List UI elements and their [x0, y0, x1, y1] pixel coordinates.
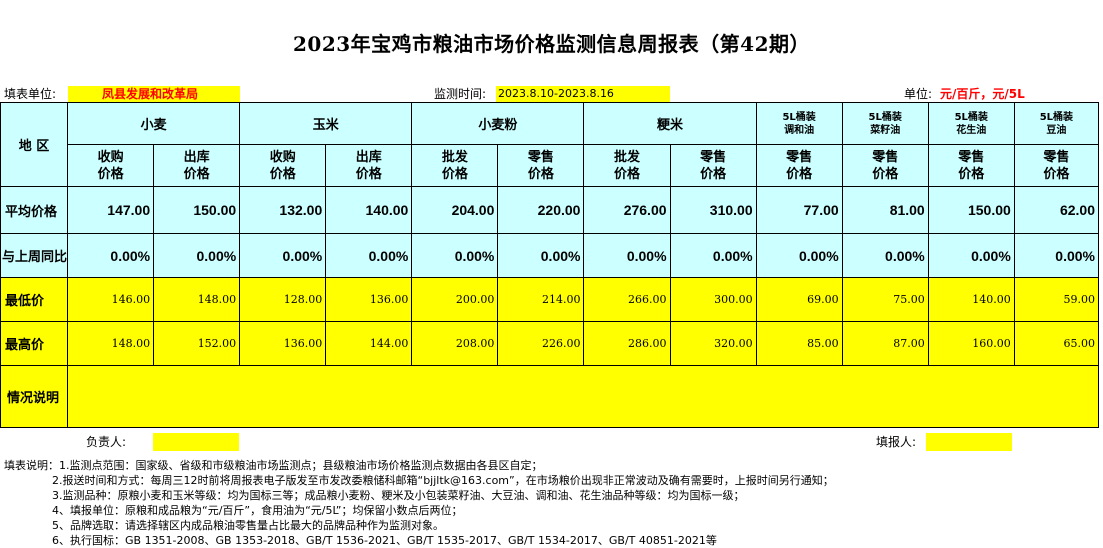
price-cell: 0.00%	[841, 233, 929, 278]
price-cell: 152.00	[153, 321, 241, 366]
instruction-line: 2.报送时间和方式：每周三12时前将周报表电子版发至市发改委粮储科邮箱“bjjl…	[52, 474, 834, 487]
price-cell: 266.00	[583, 277, 671, 322]
price-cell: 276.00	[583, 186, 671, 234]
price-cell: 85.00	[755, 321, 843, 366]
price-cell: 150.00	[153, 186, 241, 234]
remarks-field[interactable]	[67, 365, 1099, 428]
subheader-cell: 零售 价格	[1013, 144, 1100, 187]
group-peanut-oil: 5L桶装 花生油	[927, 102, 1015, 145]
responsible-label: 负责人:	[86, 435, 127, 449]
price-cell: 300.00	[669, 277, 757, 322]
price-cell: 59.00	[1013, 277, 1100, 322]
price-cell: 226.00	[497, 321, 585, 366]
min-row: 最低价 146.00 148.00 128.00 136.00 200.00 214.00 2…	[0, 277, 1100, 322]
region-header: 地 区	[0, 102, 69, 187]
subheader-cell: 收购 价格	[67, 144, 155, 187]
instruction-line: 3.监测品种：原粮小麦和玉米等级：均为国标三等；成品粮小麦粉、粳米及小包装菜籽油…	[52, 489, 745, 502]
price-cell: 320.00	[669, 321, 757, 366]
price-cell: 148.00	[67, 321, 155, 366]
row-label: 最高价	[0, 321, 69, 366]
price-cell: 87.00	[841, 321, 929, 366]
subheader-cell: 出库 价格	[153, 144, 241, 187]
price-cell: 0.00%	[669, 233, 757, 278]
price-cell: 0.00%	[325, 233, 413, 278]
group-soybean-oil: 5L桶装 豆油	[1013, 102, 1100, 145]
avg-row: 平均价格 147.00 150.00 132.00 140.00 204.00 220.00…	[0, 186, 1100, 234]
unit-value: 凤县发展和改革局	[68, 86, 240, 102]
price-cell: 0.00%	[153, 233, 241, 278]
unit-label: 填表单位:	[4, 87, 57, 101]
filler-label: 填报人:	[876, 435, 917, 449]
group-blend-oil: 5L桶装 调和油	[755, 102, 843, 145]
subheader-cell: 零售 价格	[669, 144, 757, 187]
price-cell: 0.00%	[497, 233, 585, 278]
price-cell: 132.00	[239, 186, 327, 234]
subheader-cell: 批发 价格	[583, 144, 671, 187]
time-label: 监测时间:	[434, 87, 487, 101]
price-cell: 144.00	[325, 321, 413, 366]
subheader-cell: 收购 价格	[239, 144, 327, 187]
group-flour: 小麦粉	[411, 102, 585, 145]
price-cell: 286.00	[583, 321, 671, 366]
subheader-cell: 批发 价格	[411, 144, 499, 187]
price-cell: 150.00	[927, 186, 1015, 234]
price-cell: 0.00%	[755, 233, 843, 278]
price-table: 地 区 小麦 玉米 小麦粉 粳米 5L桶装 调和油 5L桶装 菜籽油 5L桶装 花生油…	[0, 102, 1100, 428]
responsible-field[interactable]	[153, 433, 239, 451]
price-cell: 0.00%	[67, 233, 155, 278]
price-cell: 147.00	[67, 186, 155, 234]
subheader-cell: 出库 价格	[325, 144, 413, 187]
price-cell: 69.00	[755, 277, 843, 322]
report-title: 2023年宝鸡市粮油市场价格监测信息周报表（第42期）	[293, 32, 810, 56]
price-cell: 0.00%	[583, 233, 671, 278]
price-cell: 77.00	[755, 186, 843, 234]
price-cell: 140.00	[325, 186, 413, 234]
instruction-line: 4、填报单位：原粮和成品粮为“元/百斤”，食用油为“元/5L”；均保留小数点后两…	[52, 504, 463, 517]
instruction-line: 5、品牌选取：请选择辖区内成品粮油零售量占比最大的品牌品种作为监测对象。	[52, 519, 444, 532]
remarks-label: 情况说明	[0, 365, 69, 428]
yoy-row: 与上周同比 0.00% 0.00% 0.00% 0.00% 0.00% 0.00% 0.00%…	[0, 233, 1100, 278]
filler-field[interactable]	[926, 433, 1012, 451]
row-label: 平均价格	[0, 186, 69, 234]
price-cell: 148.00	[153, 277, 241, 322]
price-cell: 75.00	[841, 277, 929, 322]
instructions: 填表说明：1.监测点范围：国家级、省级和市级粮油市场监测点；县级粮油市场价格监测…	[4, 458, 834, 548]
row-label: 与上周同比	[0, 233, 69, 278]
price-cell: 140.00	[927, 277, 1015, 322]
price-cell: 62.00	[1013, 186, 1100, 234]
price-cell: 136.00	[325, 277, 413, 322]
price-cell: 146.00	[67, 277, 155, 322]
price-cell: 310.00	[669, 186, 757, 234]
price-cell: 0.00%	[1013, 233, 1100, 278]
price-cell: 200.00	[411, 277, 499, 322]
subheader-cell: 零售 价格	[841, 144, 929, 187]
max-row: 最高价 148.00 152.00 136.00 144.00 208.00 226.00 2…	[0, 321, 1100, 366]
price-cell: 0.00%	[927, 233, 1015, 278]
price-cell: 160.00	[927, 321, 1015, 366]
subheader-cell: 零售 价格	[497, 144, 585, 187]
subheader-cell: 零售 价格	[755, 144, 843, 187]
price-cell: 136.00	[239, 321, 327, 366]
price-cell: 81.00	[841, 186, 929, 234]
price-cell: 214.00	[497, 277, 585, 322]
group-corn: 玉米	[239, 102, 413, 145]
price-cell: 208.00	[411, 321, 499, 366]
group-rice: 粳米	[583, 102, 757, 145]
measure-label: 单位:	[904, 87, 933, 101]
group-rapeseed-oil: 5L桶装 菜籽油	[841, 102, 929, 145]
instruction-line: 填表说明：1.监测点范围：国家级、省级和市级粮油市场监测点；县级粮油市场价格监测…	[4, 459, 543, 472]
instruction-line: 6、执行国标：GB 1351-2008、GB 1353-2018、GB/T 15…	[52, 534, 717, 547]
price-cell: 220.00	[497, 186, 585, 234]
row-label: 最低价	[0, 277, 69, 322]
subheader-row: 收购 价格 出库 价格 收购 价格 出库 价格 批发 价格 零售 价格 批发 价格 零售 价格 零售 价格 零售 价格…	[1, 144, 1100, 187]
time-value: 2023.8.10-2023.8.16	[496, 86, 670, 102]
price-cell: 204.00	[411, 186, 499, 234]
price-cell: 0.00%	[239, 233, 327, 278]
price-cell: 0.00%	[411, 233, 499, 278]
group-wheat: 小麦	[67, 102, 241, 145]
subheader-cell: 零售 价格	[927, 144, 1015, 187]
price-cell: 65.00	[1013, 321, 1100, 366]
measure-value: 元/百斤，元/5L	[940, 87, 1025, 101]
price-cell: 128.00	[239, 277, 327, 322]
